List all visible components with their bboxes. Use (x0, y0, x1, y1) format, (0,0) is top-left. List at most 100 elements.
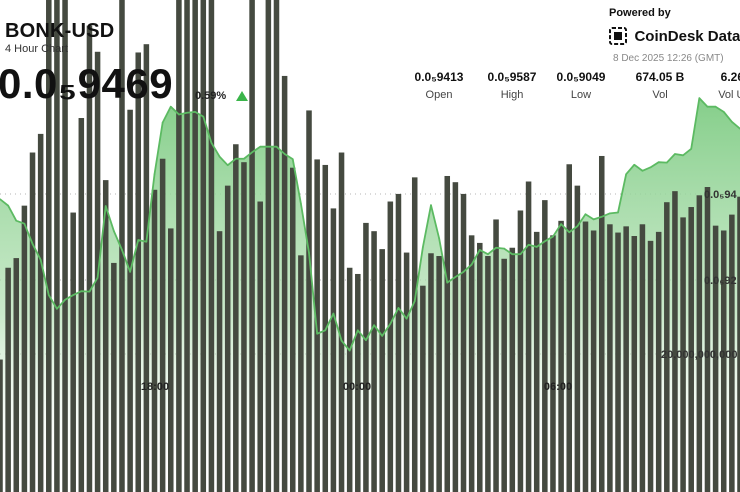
price-point (186, 111, 188, 114)
volume-bar (29, 152, 36, 492)
volume-bar (192, 0, 198, 492)
stat-label: Open (425, 89, 453, 101)
volume-tick-label: 20,000,000,000 (661, 349, 737, 361)
price-point (690, 148, 693, 150)
price-point (31, 243, 34, 245)
price-point (552, 235, 554, 238)
volume-bar (119, 0, 125, 492)
volume-bar (639, 224, 646, 492)
price-point (15, 219, 18, 222)
volume-bar (533, 231, 540, 492)
volume-bar (78, 118, 85, 492)
volume-bar (729, 214, 735, 492)
price-point (682, 154, 684, 157)
price-point (413, 300, 416, 302)
volume-bar (46, 0, 52, 492)
volume-bar (273, 0, 280, 492)
price-point (674, 153, 676, 155)
volume-bar (550, 235, 556, 492)
stat-value: 6.26 M (720, 70, 740, 84)
volume-bar (525, 181, 532, 492)
price-point (39, 258, 42, 261)
volume-bar (249, 0, 255, 492)
price-point (511, 253, 514, 255)
price-point (617, 211, 619, 214)
price-point (584, 213, 587, 216)
volume-bar (62, 0, 68, 492)
price-point (202, 115, 205, 118)
price-point (226, 164, 229, 166)
price-point (698, 97, 701, 99)
volume-bar (655, 231, 662, 492)
volume-bar (54, 0, 60, 492)
volume-bar (281, 75, 288, 492)
volume-bar (680, 217, 686, 492)
price-point (113, 230, 115, 232)
volume-bar (615, 232, 621, 492)
price-point (218, 155, 221, 158)
price-point (56, 308, 58, 310)
volume-bar (127, 109, 133, 492)
volume-bar (208, 0, 215, 492)
volume-bar (330, 208, 337, 492)
volume-bar (444, 175, 451, 492)
volume-bar (111, 262, 117, 492)
price-point (153, 173, 156, 176)
volume-bar (647, 240, 654, 492)
price-point (430, 204, 432, 206)
price-point (405, 317, 408, 320)
volume-bar (387, 201, 394, 492)
price-point (308, 252, 310, 254)
price-point (340, 339, 343, 342)
volume-bar (5, 267, 11, 492)
price-point (560, 223, 562, 225)
volume-bar (21, 205, 28, 492)
price-point (316, 332, 318, 335)
volume-bar (0, 359, 3, 492)
chart-subtitle: 4 Hour Chart (5, 43, 68, 55)
price-point (544, 240, 546, 243)
price-point (348, 349, 351, 352)
volume-bar (135, 52, 142, 492)
volume-bar (542, 200, 548, 492)
price-point (194, 111, 196, 113)
price-line (0, 97, 740, 352)
price-point (267, 145, 270, 148)
volume-bar (712, 225, 719, 492)
price-point (178, 113, 180, 116)
timestamp: 8 Dec 2025 12:26 (GMT) (613, 53, 724, 64)
volume-bar (509, 247, 516, 492)
volume-bar (224, 185, 231, 492)
price-point (576, 225, 579, 228)
price-point (0, 198, 1, 200)
volume-bar (265, 0, 272, 492)
volume-bar (151, 189, 158, 492)
price-point (600, 215, 603, 218)
volume-bar (395, 193, 402, 492)
volume-bar (168, 228, 174, 492)
volume-bar (720, 230, 727, 492)
price-point (7, 204, 9, 207)
price-point (495, 246, 497, 249)
price-point (235, 157, 237, 160)
price-point (137, 239, 140, 241)
stat-high: 0.0₅9587 High (477, 70, 547, 101)
volume-bar (460, 193, 467, 492)
stat-value: 0.0₅9049 (556, 70, 606, 84)
volume-bar (403, 252, 410, 492)
price-point (478, 249, 481, 251)
volume-bar (598, 155, 605, 492)
stat-vol: 674.05 B Vol (620, 70, 700, 101)
volume-bar (485, 256, 491, 492)
stat-label: High (500, 89, 524, 101)
coindesk-logo-icon (609, 27, 627, 45)
price-point (88, 290, 91, 293)
price-point (609, 212, 611, 215)
volume-bar (582, 221, 589, 492)
price-point (23, 222, 26, 225)
stat-label: Vol (652, 89, 668, 101)
price-point (324, 329, 327, 332)
price-point (64, 298, 66, 301)
price-point (714, 105, 717, 108)
volume-bar (289, 167, 296, 492)
